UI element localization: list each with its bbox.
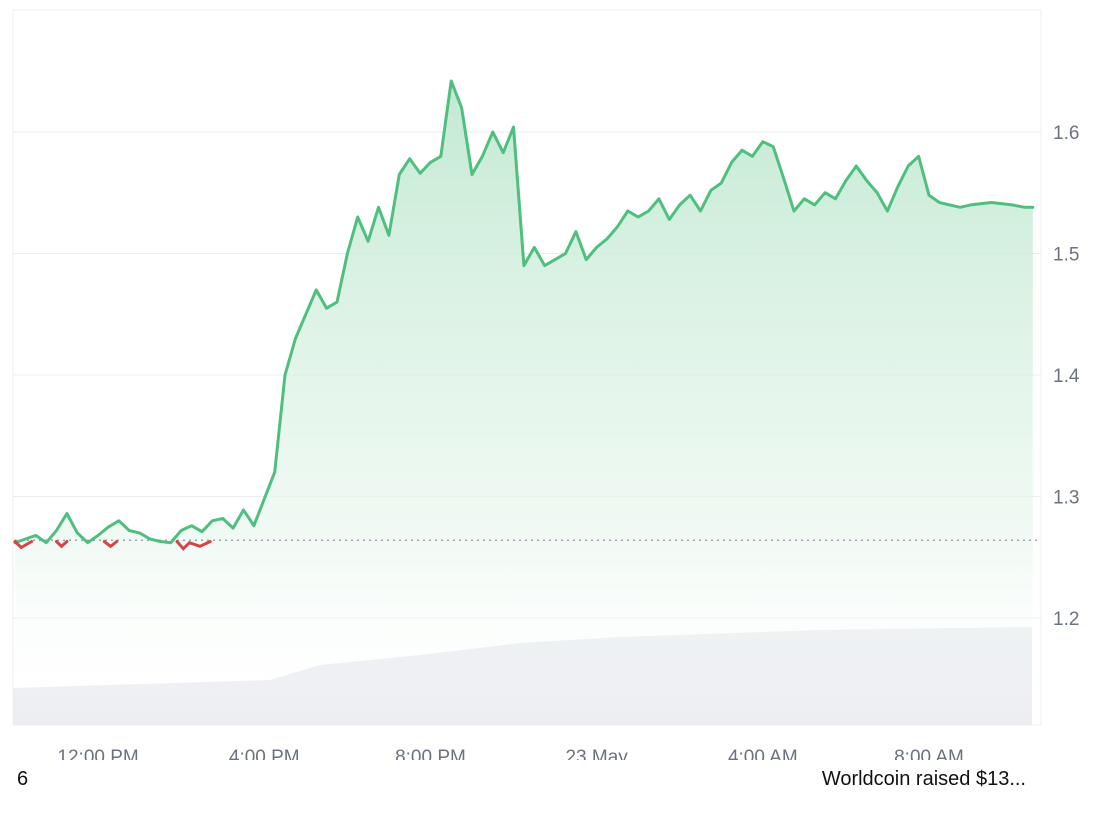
y-tick-label: 1.4	[1053, 366, 1080, 387]
below-open-segment	[175, 540, 212, 551]
below-open-segment	[102, 540, 119, 549]
y-axis-ticks: 1.2 1.3 1.4 1.5 1.6	[1053, 123, 1080, 630]
footer-left-text: 6	[17, 768, 29, 790]
y-tick-label: 1.3	[1053, 488, 1079, 509]
below-open-segments	[13, 540, 212, 551]
x-tick-label: 12:00 PM	[57, 747, 138, 760]
below-open-segment	[13, 540, 34, 550]
y-tick-label: 1.2	[1053, 609, 1079, 630]
price-chart: 1.2 1.3 1.4 1.5 1.6 12:00 PM 4:00 PM 8:00 PM 23…	[12, 9, 1080, 760]
x-tick-label: 8:00 PM	[395, 747, 466, 760]
price-area-fill	[15, 81, 1033, 725]
x-tick-label: 23 May	[565, 747, 628, 760]
x-tick-label: 4:00 AM	[728, 747, 798, 760]
x-axis-ticks: 12:00 PM 4:00 PM 8:00 PM 23 May 4:00 AM 8:00 …	[57, 747, 963, 760]
y-tick-label: 1.6	[1053, 123, 1079, 144]
y-tick-label: 1.5	[1053, 245, 1079, 266]
x-tick-label: 8:00 AM	[894, 747, 964, 760]
news-headline-link[interactable]: Worldcoin raised $13...	[821, 768, 1026, 790]
below-open-segment	[55, 540, 69, 549]
price-line	[13, 79, 1035, 545]
x-tick-label: 4:00 PM	[229, 747, 300, 760]
